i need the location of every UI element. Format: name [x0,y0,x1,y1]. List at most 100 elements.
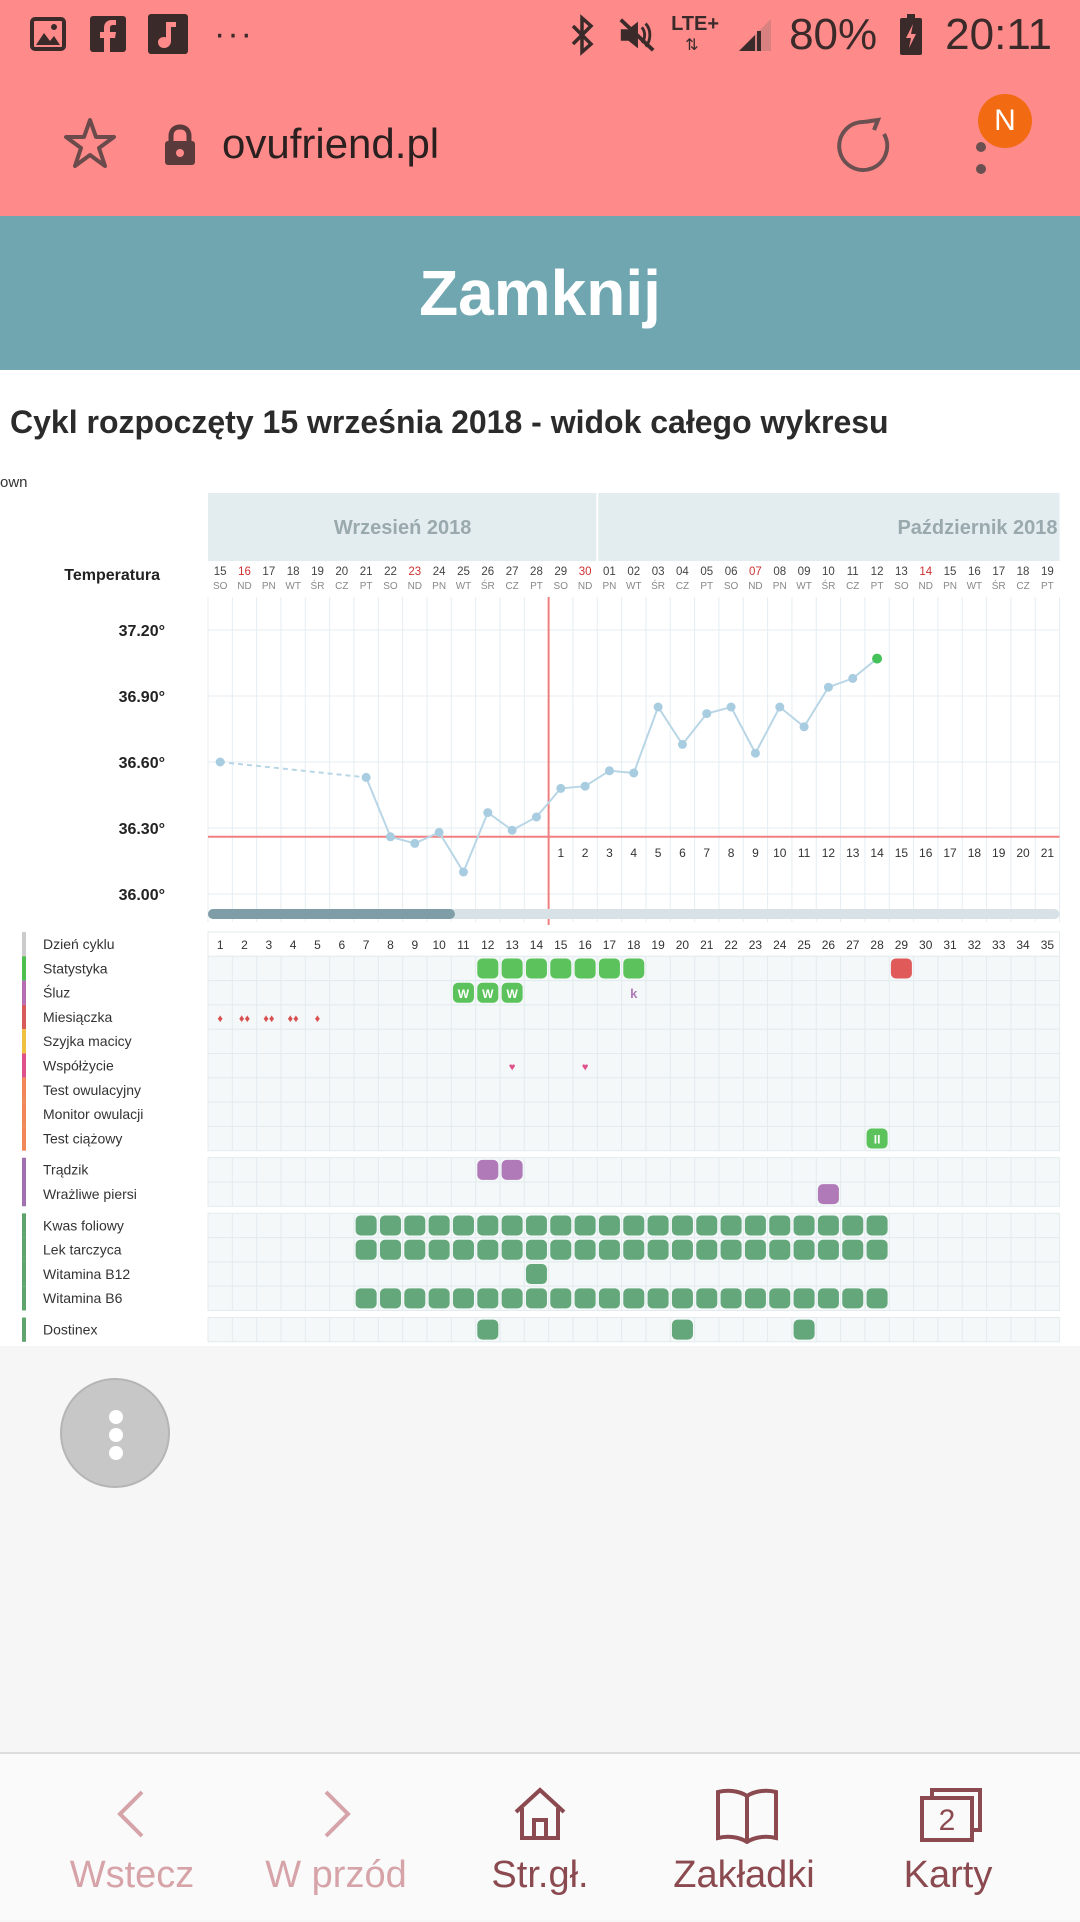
date-label: 26 [481,566,494,578]
post-ovulation-day: 6 [679,846,686,860]
close-banner[interactable]: Zamknij [0,216,1080,370]
row-background [207,980,1061,1006]
avatar[interactable]: N [978,94,1032,148]
cycle-day-number: 34 [1016,938,1030,952]
reload-icon[interactable] [834,116,894,181]
symptom-mark [574,1215,596,1236]
symptom-mark [817,1239,839,1260]
symptom-mark [744,1239,766,1260]
symptom-mark [452,1215,474,1236]
cycle-day-number: 21 [700,938,714,952]
row-color-bar [22,1157,26,1182]
more-notifications-icon: ··· [214,14,254,53]
symptom-mark [404,1239,426,1260]
date-label: 13 [895,566,908,578]
close-button[interactable]: Zamknij [419,257,661,329]
row-label: Witamina B12 [43,1266,130,1282]
bookmark-star-icon[interactable] [62,116,118,177]
weekday-label: ND [237,581,251,592]
weekday-label: PT [1041,581,1054,592]
row-label: Lek tarczyca [43,1242,122,1258]
row-label: Kwas foliowy [43,1217,124,1233]
weekday-label: WT [796,581,812,592]
symptom-mark [404,1288,426,1309]
cycle-day-number: 24 [773,938,787,952]
symptom-mark [379,1239,401,1260]
cycle-day-number: 11 [457,938,470,952]
post-ovulation-day: 4 [630,846,637,860]
date-label: 22 [384,566,397,578]
symptom-mark [477,1215,499,1236]
symptom-mark [793,1319,815,1340]
symptom-mark [890,958,912,979]
row-color-bar [22,1213,26,1238]
month-header [208,493,1060,561]
symptom-mark-text: W [506,987,518,1001]
tabs-button[interactable]: 2 Karty [848,1754,1048,1922]
symptom-mark [647,1215,669,1236]
weekday-label: WT [456,581,472,592]
symptom-mark [623,1215,645,1236]
symptom-mark [598,1288,620,1309]
weekday-label: CZ [846,581,859,592]
symptom-mark [793,1215,815,1236]
symptom-mark [477,1288,499,1309]
temperature-chart: Wrzesień 2018 Październik 2018 Temperatura… [22,493,1061,1343]
post-ovulation-day: 3 [606,846,613,860]
home-button[interactable]: Str.gł. [440,1754,640,1922]
symptom-mark [355,1239,377,1260]
back-button[interactable]: Wstecz [32,1754,232,1922]
date-label: 21 [360,566,373,578]
post-ovulation-day: 16 [919,846,933,860]
data-point [604,766,614,776]
tabs-icon [920,1788,982,1842]
data-point [702,709,712,719]
date-label: 24 [433,566,446,578]
page-title: Cykl rozpoczęty 15 września 2018 - widok… [10,404,889,440]
date-label: 04 [676,566,689,578]
date-label: 09 [798,566,811,578]
date-label: 25 [457,566,470,578]
cycle-day-number: 6 [338,938,345,952]
row-color-bar [22,980,26,1005]
date-label: 15 [214,566,227,578]
more-options-button[interactable] [60,1378,170,1488]
symptom-mark [720,1239,742,1260]
symptom-mark [623,1239,645,1260]
period-drop-mark: ♦♦ [263,1013,275,1025]
symptom-mark [598,1215,620,1236]
url-text[interactable]: ovufriend.pl [222,120,440,167]
symptom-mark [598,1239,620,1260]
date-label: 15 [944,566,957,578]
data-point [215,757,225,767]
date-label: 18 [1017,566,1030,578]
period-drop-mark: ♦ [315,1013,321,1025]
data-point [872,653,883,664]
bookmarks-button[interactable]: Zakładki [644,1754,844,1922]
cycle-day-number: 19 [651,938,665,952]
period-drop-mark: ♦♦ [288,1013,300,1025]
symptom-mark [477,1239,499,1260]
temperature-axis-label: Temperatura [64,567,160,584]
date-label: 02 [627,566,640,578]
weekday-label: CZ [505,581,518,592]
symptom-mark [793,1288,815,1309]
music-app-icon [148,14,188,54]
row-label: Miesiączka [43,1009,112,1025]
y-tick-label: 36.00° [119,887,165,904]
menu-icon[interactable] [976,142,988,236]
row-label: Statystyka [43,960,108,976]
symptom-mark [623,1288,645,1309]
row-color-bar [22,1237,26,1262]
post-ovulation-day: 17 [943,846,957,860]
symptom-mark [817,1288,839,1309]
cycle-day-number: 16 [578,938,592,952]
forward-button[interactable]: W przód [236,1754,436,1922]
cycle-day-number: 26 [822,938,836,952]
row-color-bar [22,956,26,981]
symptom-mark [550,1239,572,1260]
weekday-label: ŚR [651,579,665,592]
weekday-label: ŚR [992,579,1006,592]
row-background [207,1101,1061,1127]
symptom-mark [501,1239,523,1260]
